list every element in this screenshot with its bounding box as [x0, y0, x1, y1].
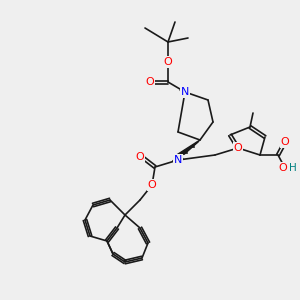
Text: N: N: [181, 87, 189, 97]
Text: O: O: [136, 152, 144, 162]
Text: O: O: [280, 137, 290, 147]
Text: N: N: [174, 155, 182, 165]
Text: H: H: [289, 163, 297, 173]
Text: O: O: [234, 143, 242, 153]
Text: O: O: [279, 163, 287, 173]
Text: O: O: [146, 77, 154, 87]
Text: O: O: [164, 57, 172, 67]
Polygon shape: [175, 140, 200, 156]
Text: O: O: [148, 180, 156, 190]
